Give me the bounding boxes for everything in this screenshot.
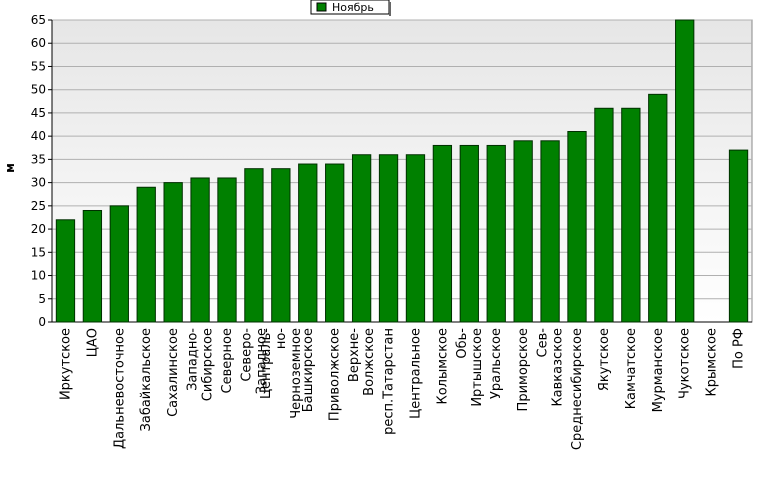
bar <box>109 205 129 323</box>
bar <box>325 163 345 323</box>
x-tick-label: Уральское <box>489 328 504 399</box>
x-tick-label: Крымское <box>705 328 720 397</box>
x-tick-label: Обь-Иртышское <box>455 328 485 407</box>
y-tick-label: 5 <box>38 292 46 306</box>
x-tick-label: Сев-Кавказское <box>536 328 566 407</box>
plot-area <box>51 19 753 323</box>
y-tick-label: 30 <box>31 176 46 190</box>
bar <box>82 209 103 323</box>
bar <box>163 182 183 323</box>
bar <box>298 163 318 323</box>
y-tick-label: 10 <box>31 269 46 283</box>
x-tick-label: Сахалинское <box>166 328 181 417</box>
x-tick-label: Иркутское <box>58 328 73 400</box>
bar <box>459 144 479 323</box>
bar <box>621 107 641 323</box>
bar <box>648 93 668 323</box>
x-tick-label: Северо-Западное <box>239 328 269 395</box>
y-tick-label: 40 <box>31 129 46 143</box>
y-tick-label: 0 <box>38 315 46 329</box>
x-tick-label: По РФ <box>732 328 747 369</box>
bar <box>55 219 76 323</box>
x-tick-label: Камчатское <box>624 328 639 409</box>
bar <box>513 140 533 323</box>
y-tick-label: 20 <box>31 222 46 236</box>
x-tick-label: ЦАО <box>85 328 100 357</box>
bar <box>728 149 749 323</box>
x-tick-label: Приволжское <box>328 328 343 421</box>
y-tick-label: 65 <box>31 13 46 27</box>
bar <box>136 186 156 323</box>
legend-swatch <box>316 2 327 12</box>
bar <box>486 144 506 323</box>
bar <box>190 177 210 323</box>
x-tick-label: Западно-Сибирское <box>186 328 216 402</box>
x-tick-label: Чукотское <box>678 328 693 399</box>
bar <box>217 177 237 323</box>
x-tick-label: Северное <box>220 328 235 393</box>
y-tick-label: 45 <box>31 106 46 120</box>
legend: Ноябрь <box>310 0 391 16</box>
x-tick-label: Дальневосточное <box>112 328 127 449</box>
y-tick-label: 35 <box>31 152 46 166</box>
bar <box>351 154 372 323</box>
bar <box>271 168 291 323</box>
y-tick-label: 55 <box>31 59 46 73</box>
bar <box>432 144 453 323</box>
x-tick-label: респ.Татарстан <box>382 328 397 435</box>
legend-label: Ноябрь <box>332 1 374 14</box>
bar <box>378 154 399 323</box>
x-tick-label: Верхне-Волжское <box>347 328 377 396</box>
x-tick-label: Среднесибирское <box>570 328 585 450</box>
legend-shadow <box>389 2 391 16</box>
x-tick-label: Колымское <box>435 328 450 405</box>
y-tick-label: 15 <box>31 245 46 259</box>
bar <box>675 19 695 323</box>
bar <box>594 107 614 323</box>
bar <box>244 168 264 323</box>
bar <box>567 131 587 323</box>
bar <box>405 154 426 323</box>
x-tick-label: Центральное <box>408 328 423 419</box>
x-tick-label: Забайкальское <box>139 328 154 431</box>
x-tick-label: Приморское <box>516 328 531 411</box>
x-tick-label: Башкирское <box>301 328 316 412</box>
y-axis-label: м <box>3 163 17 173</box>
x-tick-label: Мурманское <box>651 328 666 412</box>
y-tick-label: 50 <box>31 83 46 97</box>
bar <box>540 140 560 323</box>
x-tick-label: Централь-но-Черноземное <box>259 328 304 419</box>
x-tick-label: Якутское <box>597 328 612 391</box>
y-tick-label: 25 <box>31 199 46 213</box>
y-tick-label: 60 <box>31 36 46 50</box>
